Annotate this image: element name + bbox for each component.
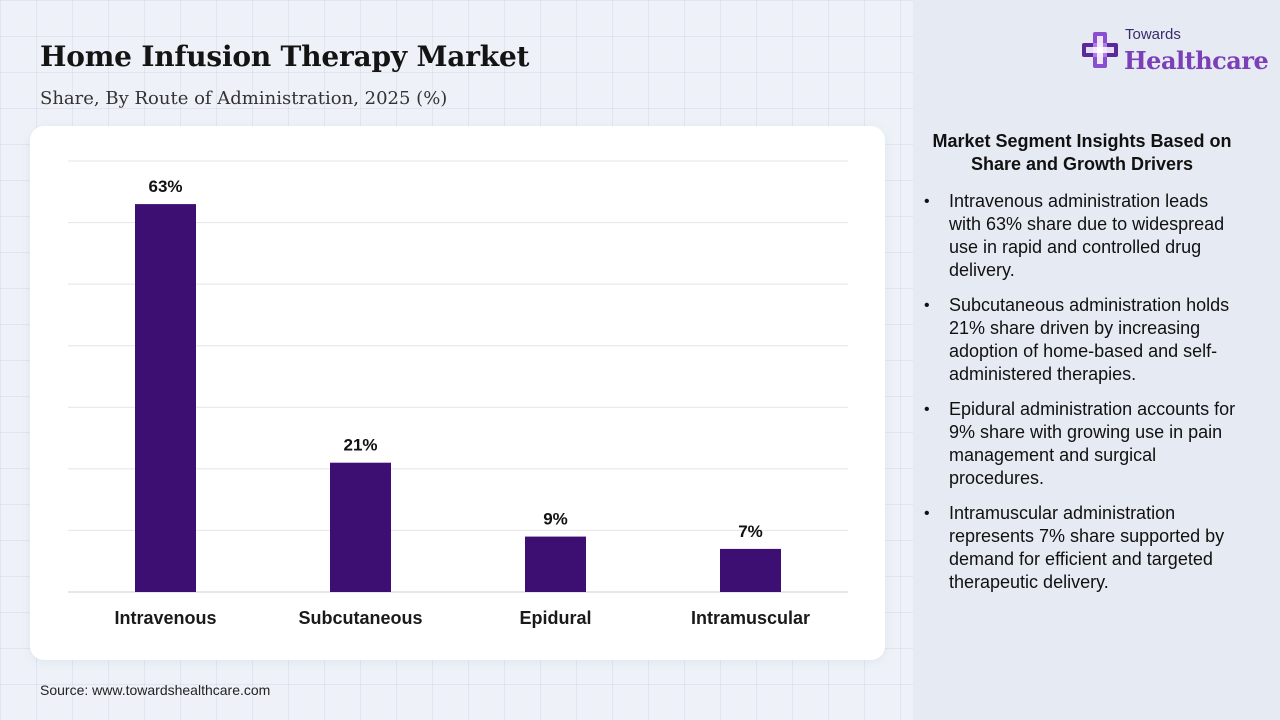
data-label: 21% (343, 436, 377, 455)
bar-epidural (525, 536, 586, 592)
bar-subcutaneous (330, 462, 391, 592)
logo-top-text: Towards (1125, 26, 1181, 43)
insight-item: • Subcutaneous administration holds 21% s… (922, 294, 1244, 386)
insight-item: • Epidural administration accounts for 9%… (922, 398, 1244, 490)
x-tick-label: Epidural (519, 608, 591, 628)
logo-main-text: Healthcare (1124, 46, 1269, 75)
bullet-icon: • (924, 297, 930, 314)
insight-text: Intravenous administration leads with 63… (949, 191, 1225, 280)
insights-heading: Market Segment Insights Based on Share a… (932, 131, 1232, 174)
insight-item: • Intravenous administration leads with 6… (922, 190, 1244, 282)
bar-intramuscular (720, 548, 781, 592)
x-tick-label: Subcutaneous (298, 608, 422, 628)
brand-logo: Towards Healthcare (1080, 26, 1269, 78)
insights-panel (913, 0, 1280, 720)
medical-cross-icon (1082, 32, 1118, 68)
x-tick-label: Intramuscular (691, 608, 810, 628)
data-label: 63% (148, 177, 182, 196)
bar-chart: 63% Intravenous 21% Subcutaneous 9% Epidural 7… (68, 160, 848, 628)
bullet-icon: • (924, 401, 930, 418)
bullet-icon: • (924, 505, 930, 522)
x-tick-label: Intravenous (114, 608, 216, 628)
bullet-icon: • (924, 193, 930, 210)
insight-item: • Intramuscular administration represents… (922, 502, 1244, 594)
chart-card: 63% Intravenous 21% Subcutaneous 9% Epidural 7… (30, 126, 885, 660)
data-label: 7% (738, 522, 763, 541)
source-note: Source: www.towardshealthcare.com (40, 682, 271, 698)
data-label: 9% (543, 510, 568, 529)
page-title: Home Infusion Therapy Market (40, 40, 530, 73)
insight-text: Epidural administration accounts for 9% … (949, 399, 1236, 488)
insights-list: • Intravenous administration leads with 6… (922, 190, 1244, 606)
page-subtitle: Share, By Route of Administration, 2025 … (40, 88, 448, 109)
insight-text: Intramuscular administration represents … (949, 503, 1225, 592)
bar-intravenous (135, 204, 196, 592)
insight-text: Subcutaneous administration holds 21% sh… (949, 295, 1230, 384)
